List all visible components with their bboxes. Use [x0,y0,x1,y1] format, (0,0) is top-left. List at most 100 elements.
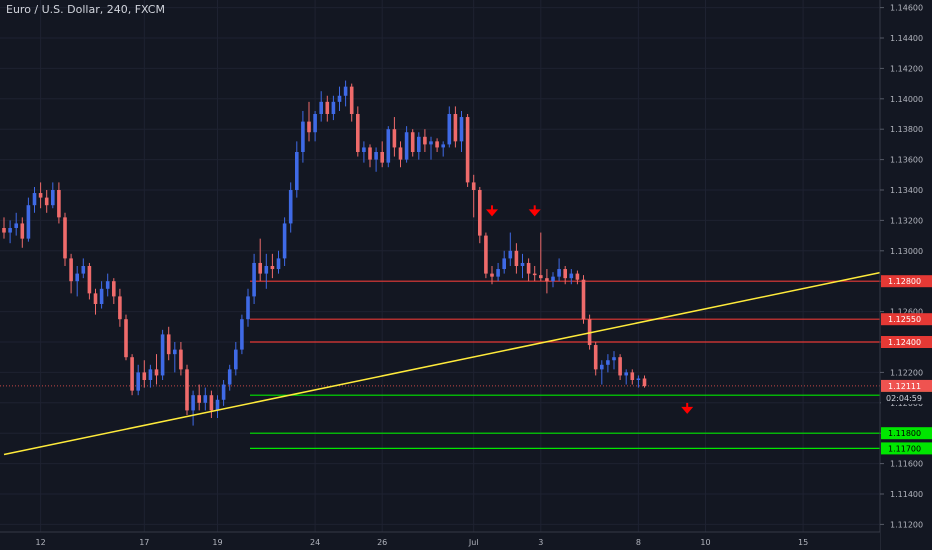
candle-body [508,250,513,259]
candle-body [227,369,232,385]
candle-body [51,190,55,206]
price-tick-label: 1.13400 [890,186,923,195]
level-badge-bg [881,313,932,326]
candle-body [112,281,116,297]
price-tick-label: 1.13200 [890,216,923,225]
candle-body [215,399,220,411]
last-price-badge-bg [881,379,932,392]
candle-body [209,395,214,411]
price-tick-label: 1.14400 [890,34,923,43]
candle-body [471,182,476,190]
candle-body [270,266,275,270]
candle-body [26,205,31,239]
candle-body [136,372,140,391]
candle-body [38,193,43,198]
countdown-badge-label: 02:04:59 [886,394,922,403]
candle-body [429,141,433,145]
candle-body [642,378,647,387]
candle-body [417,136,421,152]
level-badge-bg [881,427,932,440]
level-badge-bg [881,336,932,348]
candle-body [258,262,262,274]
price-tick-label: 1.11600 [890,460,923,469]
candle-body [636,378,641,380]
candle-body [197,395,201,403]
candle-body [313,114,317,133]
candle-body [593,345,598,370]
candle-body [374,152,378,160]
grid-layer [0,0,880,532]
candle-body [282,223,287,259]
candle-body [185,369,189,411]
time-tick-label: 26 [377,538,387,547]
candle-body [2,228,6,233]
candle-body [105,281,110,289]
candle-body [276,258,281,270]
candle-body [75,273,79,282]
candle-body [612,357,616,361]
level-badge-bg [881,442,932,455]
candle-body [142,372,147,380]
time-tick-label: 10 [700,538,710,547]
candle-body [154,369,159,376]
candle-body [526,262,531,274]
candle-body [166,334,171,355]
level-badge-label: 1.11700 [888,444,921,453]
candle-body [160,334,165,376]
candle-body [404,132,409,160]
price-tick-label: 1.14000 [890,95,923,104]
candle-body [118,296,122,320]
candle-body [423,136,427,145]
candle-body [532,273,537,276]
candle-body [380,152,384,163]
candle-body [87,266,92,294]
candle-body [606,360,610,365]
candle-body [331,101,336,114]
candle-body [325,101,330,114]
candle-body [569,273,574,279]
candle-body [234,349,238,370]
candle-body [20,223,25,239]
candle-body [478,190,482,236]
price-tick-label: 1.14200 [890,64,923,73]
candle-body [44,197,49,206]
candle-body [349,86,354,114]
chart-title: Euro / U.S. Dollar, 240, FXCM [6,3,165,16]
price-tick-label: 1.13000 [890,247,923,256]
candle-body [563,269,567,279]
candle-body [453,114,458,142]
overlay-layer [3,205,883,456]
price-axis[interactable] [880,0,932,550]
candle-body [337,95,342,102]
candle-body [240,319,244,350]
candle-body [496,269,500,277]
candle-body [81,266,86,274]
candle-body [362,147,366,152]
price-tick-label: 1.14600 [890,4,923,13]
level-badge-label: 1.12550 [888,315,921,324]
price-tick-label: 1.11400 [890,490,923,499]
last-price-badge-label: 1.12111 [888,382,921,391]
candle-body [130,357,134,391]
candle-body [295,152,299,190]
time-tick-label: 15 [798,538,808,547]
down-arrow-head [528,209,541,217]
candle-body [575,273,580,280]
candle-body [69,258,73,282]
level-badge-label: 1.12400 [888,338,921,347]
time-tick-label: 12 [36,538,46,547]
candle-body [545,278,549,282]
candle-body [441,144,445,148]
candle-body [551,276,555,282]
candle-body [502,258,506,270]
candle-body [99,288,104,304]
price-tick-label: 1.11200 [890,520,923,529]
time-tick-label: Jul [468,538,479,547]
price-tick-label: 1.12600 [890,308,923,317]
candle-body [410,132,415,152]
down-arrow-head [486,209,498,217]
time-axis[interactable] [0,532,880,550]
candle-body [368,147,372,160]
